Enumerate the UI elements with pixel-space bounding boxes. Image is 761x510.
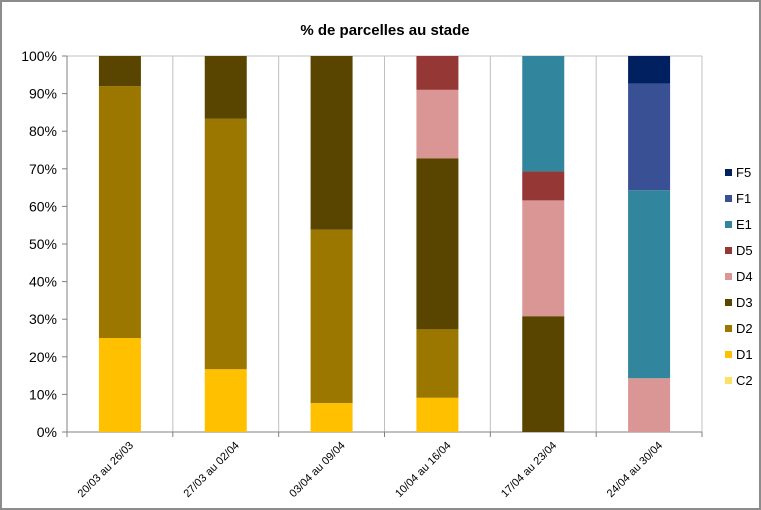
chart-title: % de parcelles au stade xyxy=(300,22,469,39)
bar-segment-d2 xyxy=(204,118,247,370)
grid-lines xyxy=(67,55,703,432)
bar-segment-d2 xyxy=(416,329,459,398)
bar-segment-d1 xyxy=(98,338,141,432)
bar-segment-d3 xyxy=(522,316,565,432)
legend-label-e1: E1 xyxy=(736,217,752,232)
bar-segment-d5 xyxy=(416,56,459,90)
legend-label-f5: F5 xyxy=(736,165,751,180)
bar-segment-f5 xyxy=(628,56,671,84)
legend-swatch-c2 xyxy=(725,377,732,384)
y-tick-label: 0% xyxy=(37,424,57,440)
bar-segment-d4 xyxy=(628,378,671,432)
x-tick-label: 20/03 au 26/03 xyxy=(76,440,136,500)
legend-swatch-d4 xyxy=(725,273,732,280)
legend-label-d4: D4 xyxy=(736,269,753,284)
x-tick-label: 24/04 au 30/04 xyxy=(605,440,665,500)
y-tick-label: 50% xyxy=(29,236,57,252)
bar-segment-d1 xyxy=(416,397,459,432)
y-tick-label: 70% xyxy=(29,161,57,177)
legend-label-f1: F1 xyxy=(736,191,751,206)
x-tick-label: 10/04 au 16/04 xyxy=(393,440,453,500)
x-tick-label: 17/04 au 23/04 xyxy=(499,440,559,500)
bar-segment-d4 xyxy=(522,200,565,317)
bar-segment-d3 xyxy=(416,158,459,330)
y-tick-label: 20% xyxy=(29,349,57,365)
legend-label-d2: D2 xyxy=(736,321,753,336)
x-tick-label: 27/03 au 02/04 xyxy=(181,440,241,500)
y-tick-label: 10% xyxy=(29,386,57,402)
legend-label-c2: C2 xyxy=(736,373,753,388)
legend-label-d5: D5 xyxy=(736,243,753,258)
legend-swatch-d2 xyxy=(725,325,732,332)
bar-segment-d2 xyxy=(310,229,353,404)
bar-segment-e1 xyxy=(522,56,565,172)
bar-segment-d2 xyxy=(98,86,141,338)
bar-segment-d3 xyxy=(204,56,247,119)
y-tick-labels: 0% 10% 20% 30% 40% 50% 60% 70% 80% 90% 100% xyxy=(21,48,57,440)
y-tick-label: 100% xyxy=(21,48,57,64)
bar-segment-d1 xyxy=(310,403,353,432)
bar-segment-d5 xyxy=(522,171,565,201)
bar-segment-d1 xyxy=(204,369,247,432)
y-tick-label: 80% xyxy=(29,123,57,139)
bar-segment-d4 xyxy=(416,89,459,159)
legend-swatch-f1 xyxy=(725,195,732,202)
axes xyxy=(62,55,703,437)
y-tick-label: 30% xyxy=(29,311,57,327)
bar-segment-f1 xyxy=(628,83,671,191)
bar-segment-e1 xyxy=(628,190,671,379)
legend-swatch-e1 xyxy=(725,221,732,228)
legend-swatch-d3 xyxy=(725,299,732,306)
legend-label-d3: D3 xyxy=(736,295,753,310)
legend-swatch-d1 xyxy=(725,351,732,358)
legend: F5 F1 E1 D5 D4 D3 D2 D1 C2 xyxy=(725,165,753,388)
y-tick-label: 40% xyxy=(29,274,57,290)
bar-segment-d3 xyxy=(98,56,141,87)
x-tick-label: 03/04 au 09/04 xyxy=(287,440,347,500)
legend-swatch-d5 xyxy=(725,247,732,254)
y-tick-label: 90% xyxy=(29,86,57,102)
bar-segment-d3 xyxy=(310,56,353,230)
x-tick-labels: 20/03 au 26/03 27/03 au 02/04 03/04 au 09/… xyxy=(76,440,666,500)
legend-swatch-f5 xyxy=(725,169,732,176)
legend-label-d1: D1 xyxy=(736,347,753,362)
y-tick-label: 60% xyxy=(29,198,57,214)
bars xyxy=(98,56,671,432)
